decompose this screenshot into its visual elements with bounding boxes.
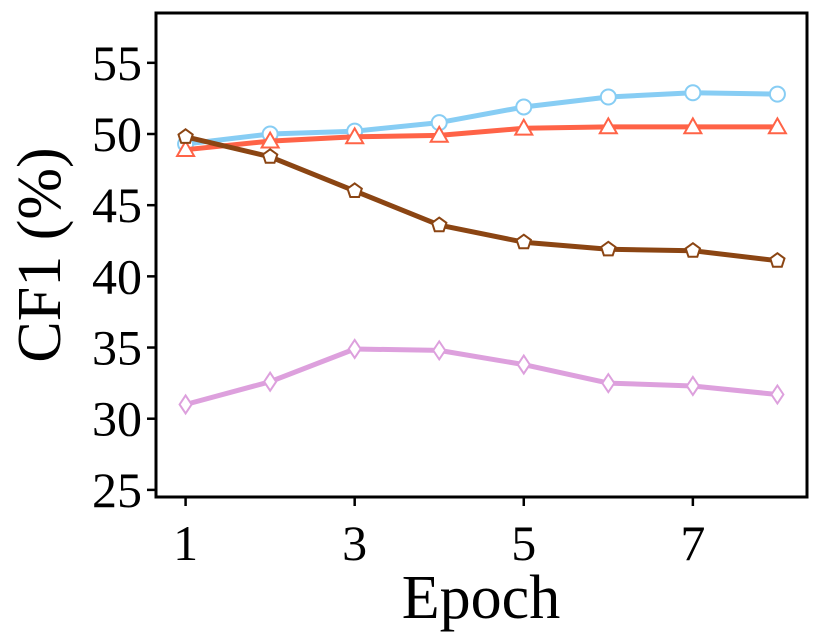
data-point-diamond bbox=[347, 338, 362, 360]
data-point-pentagon bbox=[600, 240, 617, 257]
series-line bbox=[185, 90, 778, 147]
y-tick-label: 50 bbox=[92, 106, 142, 162]
data-point-pentagon bbox=[346, 182, 363, 198]
data-point-diamond bbox=[516, 353, 531, 376]
data-point-pentagon bbox=[177, 128, 194, 144]
y-tick-label: 40 bbox=[92, 248, 142, 304]
data-point-pentagon bbox=[769, 251, 786, 268]
series-2 bbox=[175, 116, 788, 158]
series-line bbox=[185, 124, 778, 153]
y-tick-label: 45 bbox=[92, 177, 142, 233]
x-tick-label: 5 bbox=[511, 515, 536, 571]
series-4 bbox=[178, 338, 785, 416]
plot-frame bbox=[154, 11, 809, 499]
data-point-pentagon bbox=[515, 233, 533, 250]
data-point-diamond bbox=[770, 383, 785, 406]
x-tick-label: 1 bbox=[173, 515, 198, 571]
series-line bbox=[184, 346, 778, 407]
data-point-triangle bbox=[175, 139, 196, 158]
y-tick-label: 30 bbox=[92, 391, 142, 447]
data-point-triangle bbox=[598, 116, 619, 135]
data-point-diamond bbox=[432, 339, 447, 362]
data-point-triangle bbox=[682, 116, 704, 135]
data-point-triangle bbox=[767, 116, 788, 135]
data-point-pentagon bbox=[261, 148, 279, 164]
x-tick-label: 7 bbox=[680, 515, 705, 571]
data-point-triangle bbox=[344, 126, 365, 145]
data-point-diamond bbox=[178, 393, 193, 416]
series-3 bbox=[177, 128, 786, 268]
y-tick-label: 25 bbox=[92, 462, 142, 518]
data-point-pentagon bbox=[430, 216, 448, 233]
series-line bbox=[185, 134, 778, 264]
y-axis-title: CF1 (%) bbox=[6, 147, 74, 362]
x-tick-label: 3 bbox=[342, 515, 367, 571]
data-point-circle bbox=[768, 85, 786, 103]
y-tick-label: 35 bbox=[92, 320, 142, 376]
data-point-triangle bbox=[429, 124, 450, 143]
data-point-circle bbox=[515, 98, 533, 116]
series-layer bbox=[175, 84, 788, 416]
data-point-diamond bbox=[262, 370, 278, 393]
y-tick-label: 55 bbox=[92, 35, 142, 91]
data-point-triangle bbox=[513, 117, 534, 136]
data-point-circle bbox=[684, 84, 702, 102]
data-point-diamond bbox=[601, 372, 616, 394]
data-point-diamond bbox=[685, 375, 701, 397]
data-point-triangle bbox=[259, 130, 281, 149]
data-point-pentagon bbox=[684, 241, 702, 258]
x-axis-title: Epoch bbox=[402, 564, 560, 632]
data-point-circle bbox=[599, 88, 617, 106]
